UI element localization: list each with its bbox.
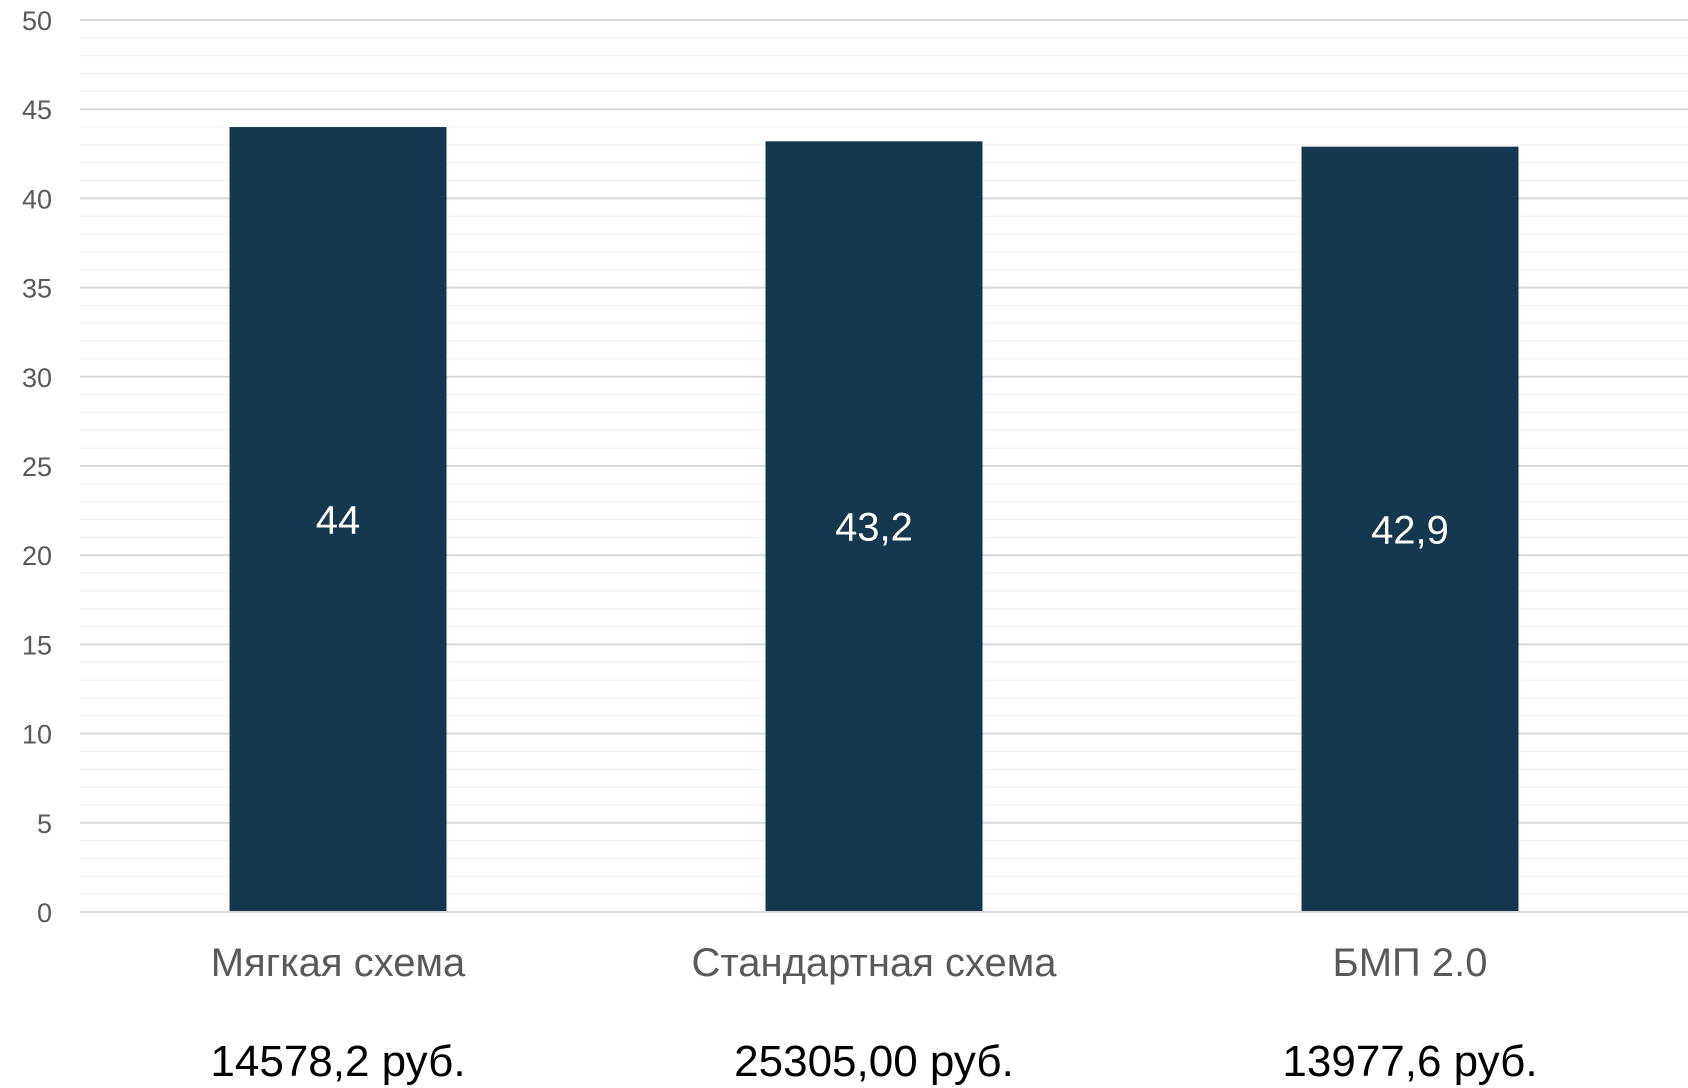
y-tick-label: 45 xyxy=(22,95,52,125)
bar-data-labels: 44 43,2 42,9 xyxy=(316,499,1449,553)
y-tick-label: 5 xyxy=(37,809,52,839)
category-label: Мягкая схема xyxy=(211,941,466,985)
category-price-label: 14578,2 руб. xyxy=(210,1037,465,1086)
category-price-labels: 14578,2 руб. 25305,00 руб. 13977,6 руб. xyxy=(210,1037,1537,1086)
bar-data-label: 44 xyxy=(316,499,361,543)
y-tick-label: 50 xyxy=(22,6,52,36)
bar xyxy=(229,127,447,913)
bar xyxy=(765,141,983,912)
y-tick-label: 35 xyxy=(22,274,52,304)
y-tick-label: 10 xyxy=(22,720,52,750)
y-tick-label: 0 xyxy=(37,898,52,928)
bar-data-label: 42,9 xyxy=(1371,508,1449,552)
category-label: Стандартная схема xyxy=(691,941,1057,985)
category-price-label: 25305,00 руб. xyxy=(734,1037,1014,1086)
y-tick-label: 20 xyxy=(22,541,52,571)
y-tick-label: 25 xyxy=(22,452,52,482)
category-price-label: 13977,6 руб. xyxy=(1282,1037,1537,1086)
y-axis-tick-labels: 0 5 10 15 20 25 30 35 40 45 50 xyxy=(22,6,52,928)
y-tick-label: 40 xyxy=(22,184,52,214)
category-label: БМП 2.0 xyxy=(1332,941,1487,985)
y-tick-label: 15 xyxy=(22,630,52,660)
bar-data-label: 43,2 xyxy=(835,506,913,550)
bar-series xyxy=(229,127,1519,913)
bar xyxy=(1301,146,1519,912)
y-tick-label: 30 xyxy=(22,363,52,393)
x-axis-category-labels: Мягкая схема Стандартная схема БМП 2.0 xyxy=(211,941,1488,985)
